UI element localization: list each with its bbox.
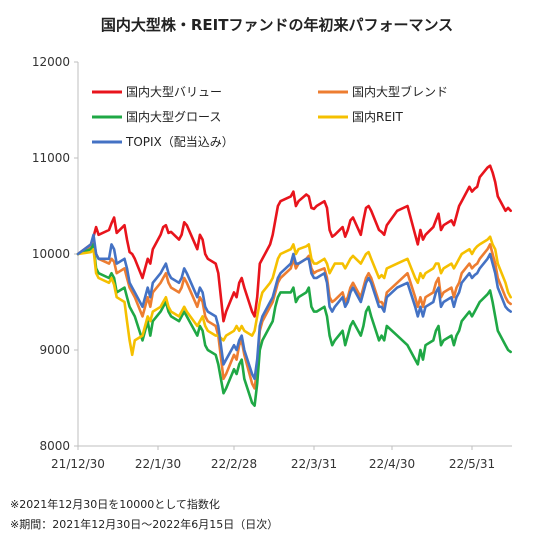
series-line-4 — [76, 233, 512, 381]
y-tick-label: 9000 — [39, 343, 70, 357]
legend-label-1: 国内大型ブレンド — [352, 84, 448, 99]
series-lines — [76, 164, 512, 407]
y-tick-label: 12000 — [32, 55, 70, 69]
chart-title: 国内大型株・REITファンドの年初来パフォーマンス — [101, 16, 453, 34]
x-tick-label: 22/4/30 — [369, 457, 415, 471]
legend-label-4: TOPIX（配当込み） — [125, 135, 234, 149]
y-tick-label: 11000 — [32, 151, 70, 165]
y-tick-label: 10000 — [32, 247, 70, 261]
series-line-2 — [76, 243, 512, 407]
series-line-1 — [76, 238, 512, 390]
legend-label-2: 国内大型グロース — [126, 110, 221, 124]
y-tick-label: 8000 — [39, 439, 70, 453]
x-tick-label: 21/12/30 — [51, 457, 105, 471]
footnote-period: ※期間：2021年12月30日～2022年6月15日（日次） — [10, 518, 279, 531]
footnote-index: ※2021年12月30日を10000として指数化 — [10, 498, 220, 511]
x-tick-label: 22/2/28 — [211, 457, 257, 471]
x-tick-label: 22/3/31 — [291, 457, 337, 471]
x-tick-label: 22/5/31 — [449, 457, 495, 471]
series-line-3 — [76, 235, 512, 357]
series-line-0 — [76, 164, 512, 323]
legend-label-3: 国内REIT — [352, 110, 403, 124]
axes: 8000 9000 10000 11000 12000 21/12/30 22/1/30 22… — [32, 55, 512, 471]
legend-label-0: 国内大型バリュー — [126, 85, 222, 99]
x-tick-label: 22/1/30 — [135, 457, 181, 471]
